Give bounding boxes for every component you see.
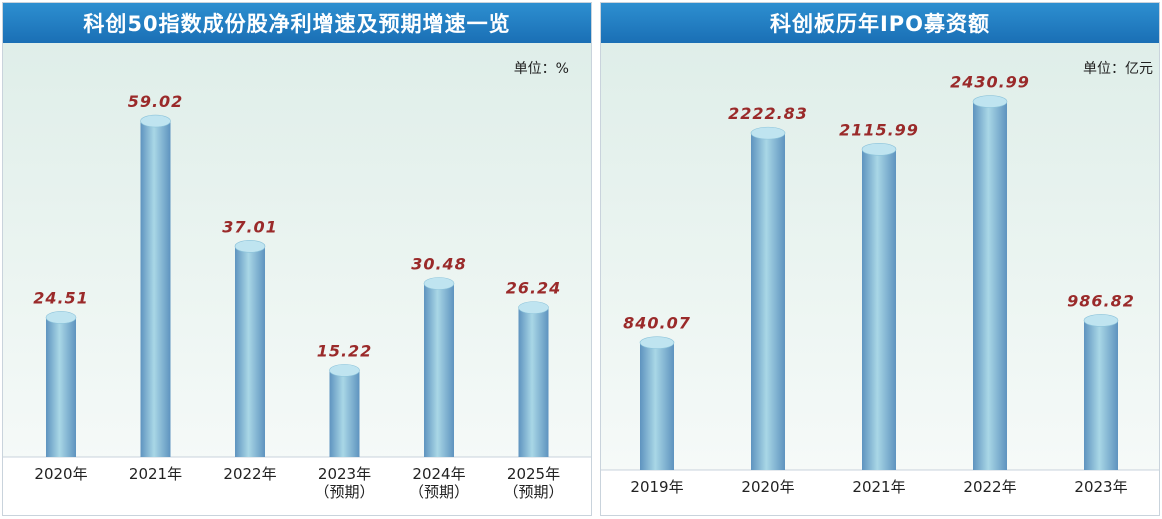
bar-body xyxy=(329,370,360,457)
bar-body xyxy=(640,342,674,470)
category-label: 2021年 xyxy=(129,465,182,483)
bar-cap xyxy=(423,277,455,290)
category-label: 2023年 xyxy=(1074,478,1127,496)
bar-body xyxy=(862,149,896,470)
category-label: 2025年 xyxy=(507,465,560,483)
category-label: 2020年 xyxy=(34,465,87,483)
bar-cap xyxy=(45,311,77,324)
bar-2 xyxy=(234,240,266,457)
chart-title: 科创50指数成份股净利增速及预期增速一览 xyxy=(3,3,591,43)
bar-0 xyxy=(45,311,77,457)
category-band xyxy=(601,470,1159,515)
category-label: 2022年 xyxy=(223,465,276,483)
value-label: 2115.99 xyxy=(839,120,919,139)
bar-body xyxy=(424,283,454,457)
bar-1 xyxy=(140,114,171,457)
bar-body xyxy=(1084,320,1118,470)
category-label: 2019年 xyxy=(630,478,683,496)
ipo-raised-panel: 科创板历年IPO募资额 单位：亿元 840.07 2019年 2222.83 2020年… xyxy=(600,2,1160,516)
value-label: 59.02 xyxy=(128,92,184,111)
chart-area: 单位：% 24.51 2020年 59.02 2021年 37.01 2022年 15.22 2… xyxy=(3,43,591,515)
category-label: 2021年 xyxy=(852,478,905,496)
bar-body xyxy=(46,317,76,457)
value-label: 26.24 xyxy=(506,279,562,298)
bar-cap xyxy=(861,143,897,156)
category-band xyxy=(3,457,591,515)
bar-body xyxy=(235,246,265,457)
category-label: 2023年 xyxy=(318,465,371,483)
category-label: 2022年 xyxy=(963,478,1016,496)
bar-cap xyxy=(518,301,549,314)
bar-5 xyxy=(518,301,549,457)
bar-3 xyxy=(972,95,1008,470)
bar-body xyxy=(518,307,549,457)
value-label: 986.82 xyxy=(1067,291,1135,310)
value-label: 24.51 xyxy=(33,288,89,307)
value-label: 15.22 xyxy=(317,341,373,360)
net-profit-growth-panel: 科创50指数成份股净利增速及预期增速一览 单位：% 24.51 2020年 59.02… xyxy=(2,2,592,516)
net-profit-growth-chart: 单位：% 24.51 2020年 59.02 2021年 37.01 2022年 15.22 2… xyxy=(3,61,591,515)
chart-title: 科创板历年IPO募资额 xyxy=(601,3,1159,43)
value-label: 2430.99 xyxy=(950,73,1030,92)
unit-label: 单位：亿元 xyxy=(1083,61,1153,77)
bar-body xyxy=(973,101,1007,470)
unit-label: 单位：% xyxy=(514,61,569,77)
bar-2 xyxy=(861,143,897,470)
bar-cap xyxy=(140,114,171,128)
bar-cap xyxy=(234,240,266,253)
bar-body xyxy=(140,121,171,457)
category-label: 2020年 xyxy=(741,478,794,496)
bar-1 xyxy=(750,126,786,470)
chart-area: 单位：亿元 840.07 2019年 2222.83 2020年 2115.99 2021年… xyxy=(601,43,1159,515)
bar-cap xyxy=(1083,314,1119,327)
ipo-raised-chart: 单位：亿元 840.07 2019年 2222.83 2020年 2115.99 2021年… xyxy=(601,61,1159,515)
value-label: 37.01 xyxy=(222,217,278,236)
bar-cap xyxy=(972,95,1008,108)
bar-cap xyxy=(639,336,675,349)
bar-3 xyxy=(329,364,360,457)
bar-cap xyxy=(329,364,360,377)
bar-4 xyxy=(423,277,455,457)
bar-cap xyxy=(750,126,786,140)
category-label: （预期） xyxy=(314,483,374,501)
bar-0 xyxy=(639,336,675,470)
value-label: 840.07 xyxy=(623,314,691,333)
value-label: 30.48 xyxy=(411,254,467,273)
category-label: 2024年 xyxy=(412,465,465,483)
bar-body xyxy=(751,133,785,470)
category-label: （预期） xyxy=(409,483,469,501)
category-label: （预期） xyxy=(503,483,563,501)
value-label: 2222.83 xyxy=(728,104,808,123)
bar-4 xyxy=(1083,314,1119,470)
